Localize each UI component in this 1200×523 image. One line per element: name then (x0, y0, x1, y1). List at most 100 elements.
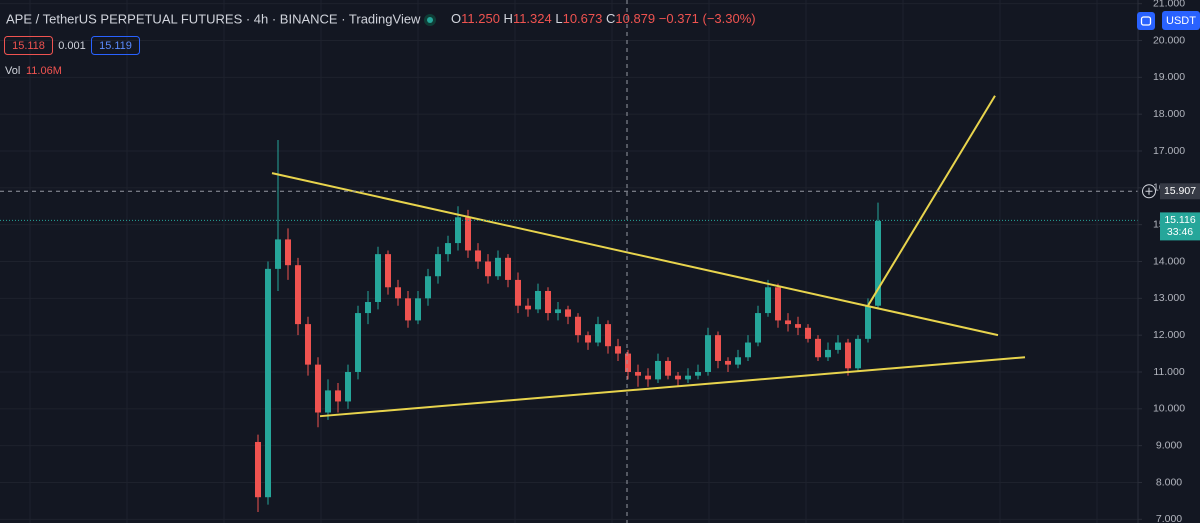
candle-body (695, 371, 701, 376)
candle-body (255, 441, 261, 498)
candle-body (475, 250, 481, 262)
candle-body (565, 309, 571, 317)
candle-body (265, 268, 271, 498)
candle-body (315, 364, 321, 413)
last-price-label: 15.116 (1164, 214, 1195, 226)
candle-body (575, 316, 581, 336)
candle-body (425, 276, 431, 299)
ohlc-label: H (504, 11, 513, 26)
trend-line (867, 95, 996, 307)
candle-body (705, 335, 711, 372)
bid: 15.118 (12, 40, 45, 52)
last-price-box (1160, 212, 1200, 241)
candle-body (325, 390, 331, 413)
ask-box[interactable] (91, 36, 140, 55)
y-tick-label: 19.000 (1153, 71, 1185, 83)
y-tick-label: 21.000 (1153, 0, 1185, 9)
y-tick-label: 8.000 (1156, 476, 1182, 488)
candle-body (845, 342, 851, 369)
candle-body (405, 298, 411, 321)
candle-body (335, 390, 341, 402)
candle-body (635, 371, 641, 376)
candle-body (775, 287, 781, 321)
candle-body (365, 302, 371, 314)
candle-body (455, 217, 461, 244)
candle-body (715, 335, 721, 361)
candle-body (465, 217, 471, 251)
countdown: 33:46 (1167, 226, 1193, 238)
y-tick-label: 9.000 (1156, 439, 1182, 451)
crosshair-label: 15.907 (1164, 185, 1196, 197)
candle-body (805, 327, 811, 339)
candle-body (495, 257, 501, 277)
ohlc: O11.250 H11.324 L10.673 C10.879 −0.371 (… (451, 11, 756, 26)
candle-body (395, 287, 401, 299)
change: −0.371 (−3.30%) (659, 11, 756, 26)
y-tick-label: 20.000 (1153, 34, 1185, 46)
ohlc-value: 10.879 (615, 11, 655, 26)
candle-body (865, 305, 871, 339)
y-tick-label: 7.000 (1156, 513, 1182, 523)
candle-body (515, 279, 521, 306)
plot (0, 3, 1138, 520)
y-tick-label: 13.000 (1153, 292, 1185, 304)
candle-body (285, 239, 291, 266)
bid-box[interactable] (4, 36, 53, 55)
ohlc-label: L (555, 11, 562, 26)
candle-body (725, 360, 731, 365)
candle-body (685, 375, 691, 380)
candle-body (765, 287, 771, 314)
candle-body (355, 313, 361, 372)
candle-body (815, 338, 821, 358)
volume-label: Vol (5, 65, 20, 77)
currency-button[interactable] (1162, 11, 1200, 30)
candle-body (585, 335, 591, 343)
status-dot (427, 17, 433, 23)
candle-body (275, 239, 281, 269)
candle-body (345, 371, 351, 402)
y-tick-label: 14.000 (1153, 255, 1185, 267)
candle-body (505, 257, 511, 280)
trend-line (271, 172, 999, 337)
candle-body (595, 324, 601, 343)
candle-body (645, 375, 651, 380)
y-tick-label: 17.000 (1153, 145, 1185, 157)
candle-body (785, 320, 791, 325)
y-tick-label: 11.000 (1153, 366, 1184, 378)
ohlc-label: C (606, 11, 615, 26)
candle-body (375, 254, 381, 303)
candle-body (745, 342, 751, 358)
y-tick-label: 10.000 (1153, 403, 1185, 415)
candle-body (875, 220, 881, 306)
candle-body (625, 353, 631, 372)
ohlc-label: O (451, 11, 461, 26)
candle-body (605, 324, 611, 347)
ohlc-value: 11.324 (513, 11, 552, 26)
alert-icon (1140, 16, 1152, 26)
currency: USDT (1166, 15, 1196, 27)
spread: 0.001 (58, 40, 86, 52)
ohlc-value: 11.250 (461, 11, 500, 26)
candle-body (835, 342, 841, 350)
candle-body (675, 375, 681, 380)
candle-body (435, 254, 441, 277)
candle-body (415, 298, 421, 321)
ohlc-value: 10.673 (563, 11, 603, 26)
crosshair-label-box (1160, 183, 1200, 200)
candle-body (535, 290, 541, 310)
candle-body (555, 309, 561, 314)
candle-body (795, 324, 801, 328)
trend-line (319, 356, 1026, 418)
candle-body (485, 261, 491, 277)
candle-body (665, 360, 671, 376)
candle-body (305, 324, 311, 365)
ask: 15.119 (99, 40, 132, 52)
candle-body (295, 265, 301, 325)
price-axis: 7.000 8.000 9.000 10.000 11.000 12.000 13.000 1… (1138, 0, 1200, 523)
candle-body (545, 290, 551, 314)
candle-body (385, 254, 391, 288)
candle-body (445, 243, 451, 255)
alert-button[interactable] (1137, 12, 1155, 30)
candle-body (735, 357, 741, 365)
